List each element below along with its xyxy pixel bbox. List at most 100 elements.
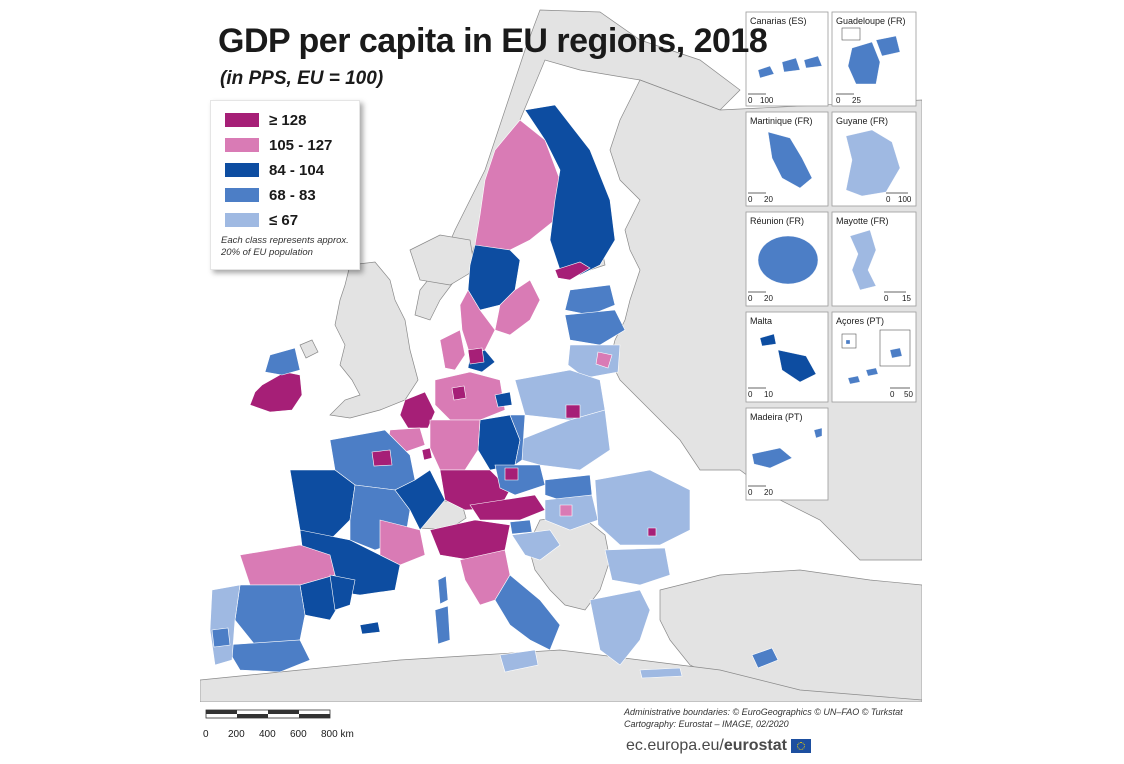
scale-tick: 200 xyxy=(228,729,245,740)
region-greece xyxy=(589,589,651,666)
region-paris xyxy=(371,449,393,467)
region-sardinia xyxy=(434,605,451,645)
eu-flag-icon xyxy=(790,739,811,753)
region-romania xyxy=(594,469,691,546)
inset-canarias xyxy=(745,11,829,107)
region-slovenia xyxy=(509,519,533,535)
inset-label-guadeloupe: Guadeloupe (FR) xyxy=(836,16,906,26)
region-cyprus xyxy=(751,647,779,669)
inset-scale-labels: 0 100 0 25 0 20 0 100 0 20 0 15 0 10 0 5… xyxy=(748,96,913,497)
scale-acores-end: 50 xyxy=(904,390,913,399)
scale-martinique-start: 0 xyxy=(748,195,753,204)
region-luxembourg xyxy=(421,447,433,461)
region-sicily xyxy=(499,649,539,673)
region-crete xyxy=(639,667,683,679)
scale-tick: 600 xyxy=(290,729,307,740)
region-catalonia xyxy=(329,574,356,611)
region-france-west xyxy=(289,469,356,541)
inset-mayotte xyxy=(831,211,917,307)
scale-guyane-start: 0 xyxy=(886,195,891,204)
inset-label-guyane: Guyane (FR) xyxy=(836,116,888,126)
inset-panels xyxy=(745,11,917,501)
region-lithuania xyxy=(567,344,621,379)
legend-item: ≥ 128 xyxy=(225,111,306,129)
scale-guyane-end: 100 xyxy=(898,195,912,204)
region-poland-west xyxy=(509,414,526,466)
inset-guadeloupe xyxy=(831,11,917,107)
region-finland-north xyxy=(524,104,616,276)
legend-label: ≤ 67 xyxy=(269,211,299,229)
region-austria xyxy=(469,494,546,521)
scale-malta-start: 0 xyxy=(748,390,753,399)
legend-item: 84 - 104 xyxy=(225,161,324,179)
inset-label-martinique: Martinique (FR) xyxy=(750,116,813,126)
legend-label: ≥ 128 xyxy=(269,111,307,129)
scale-malta-end: 10 xyxy=(764,390,773,399)
inset-acores xyxy=(831,311,917,403)
credit-cartography: Cartography: Eurostat – IMAGE, 02/2020 xyxy=(624,719,789,729)
scale-canarias-end: 100 xyxy=(760,96,774,105)
region-denmark xyxy=(439,329,466,371)
scale-mayotte-end: 15 xyxy=(902,294,911,303)
region-warsaw xyxy=(565,404,581,419)
credits: Administrative boundaries: © EuroGeograp… xyxy=(624,706,903,730)
region-rhone-alpes xyxy=(379,519,426,566)
region-croatia xyxy=(511,529,561,561)
inset-malta xyxy=(745,311,829,403)
region-bulgaria xyxy=(604,547,671,586)
legend-swatch xyxy=(225,213,259,227)
legend-swatch xyxy=(225,113,259,127)
inset-madeira xyxy=(745,407,829,501)
legend: ≥ 128 105 - 127 84 - 104 68 - 83 ≤ 67 Ea… xyxy=(210,100,360,270)
inset-label-mayotte: Mayotte (FR) xyxy=(836,216,889,226)
scale-mayotte-start: 0 xyxy=(884,294,889,303)
scale-reunion-start: 0 xyxy=(748,294,753,303)
region-italy-south xyxy=(494,574,561,651)
eurostat-brand[interactable]: ec.europa.eu/eurostat xyxy=(626,737,811,755)
legend-label: 68 - 83 xyxy=(269,186,316,204)
region-spain-south xyxy=(224,639,311,673)
legend-swatch xyxy=(225,138,259,152)
scale-tick: 400 xyxy=(259,729,276,740)
scale-madeira-end: 20 xyxy=(764,488,773,497)
region-poland-north xyxy=(514,369,606,421)
scale-madeira-start: 0 xyxy=(748,488,753,497)
map-subtitle: (in PPS, EU = 100) xyxy=(220,68,384,89)
region-sweden-stockholm xyxy=(494,279,541,336)
inset-label-malta: Malta xyxy=(750,316,772,326)
scale-reunion-end: 20 xyxy=(764,294,773,303)
inset-guyane xyxy=(831,111,917,207)
region-vilnius xyxy=(595,351,613,369)
region-france-east xyxy=(394,469,446,531)
inset-label-madeira: Madeira (PT) xyxy=(750,412,803,422)
region-estonia xyxy=(564,284,616,316)
region-ireland-nw xyxy=(264,347,301,376)
legend-label: 105 - 127 xyxy=(269,136,333,154)
inset-label-canarias: Canarias (ES) xyxy=(750,16,807,26)
region-bucharest xyxy=(647,527,657,537)
region-latvia xyxy=(564,309,626,346)
brand-name: eurostat xyxy=(723,737,787,754)
scale-guadeloupe-start: 0 xyxy=(836,96,841,105)
inset-labels: Canarias (ES) Guadeloupe (FR) Martinique… xyxy=(750,16,906,422)
scale-tick: 0 xyxy=(203,729,209,740)
inset-martinique xyxy=(745,111,829,207)
scale-tick: 800 km xyxy=(321,729,354,740)
region-finland-helsinki xyxy=(554,261,591,281)
scale-martinique-end: 20 xyxy=(764,195,773,204)
inset-label-reunion: Réunion (FR) xyxy=(750,216,804,226)
map-title: GDP per capita in EU regions, 2018 xyxy=(218,22,768,60)
region-germany-north xyxy=(434,371,506,421)
legend-swatch xyxy=(225,188,259,202)
region-budapest xyxy=(559,504,573,517)
eu-regions xyxy=(209,104,779,679)
legend-item: 105 - 127 xyxy=(225,136,332,154)
region-germany-berlin xyxy=(494,391,513,408)
scale-canarias-start: 0 xyxy=(748,96,753,105)
credit-boundaries: Administrative boundaries: © EuroGeograp… xyxy=(624,707,903,717)
region-netherlands xyxy=(399,391,436,429)
region-balearic xyxy=(359,621,381,635)
region-prague xyxy=(504,467,519,481)
